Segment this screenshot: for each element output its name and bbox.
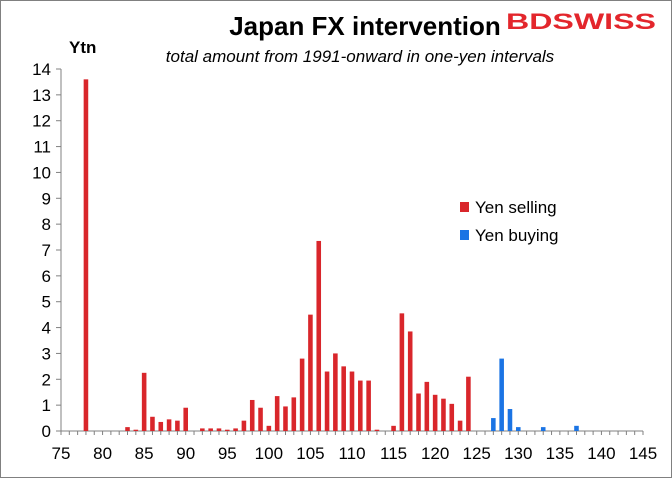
y-tick-label: 11 <box>33 138 51 157</box>
x-tick-label: 140 <box>587 444 615 463</box>
bar-yen-selling <box>416 393 421 431</box>
bar-yen-selling <box>150 416 155 431</box>
bar-yen-selling <box>391 425 396 431</box>
bar-yen-selling <box>366 380 371 431</box>
x-tick-label: 130 <box>504 444 532 463</box>
bar-yen-selling <box>200 428 205 431</box>
bar-yen-selling <box>175 420 180 431</box>
bar-yen-selling <box>208 428 213 431</box>
bar-yen-selling <box>466 376 471 431</box>
x-tick-label: 105 <box>296 444 324 463</box>
bar-yen-selling <box>283 406 288 431</box>
x-tick-label: 90 <box>176 444 195 463</box>
legend-label-yen-buying: Yen buying <box>475 226 559 245</box>
bar-yen-buying <box>499 358 504 431</box>
y-tick-label: 3 <box>42 344 51 363</box>
y-tick-label: 9 <box>42 189 51 208</box>
bar-yen-selling <box>241 420 247 431</box>
bar-yen-selling <box>374 429 380 431</box>
x-axis: 75 80 85 90 95 100 105 110 115 120 125 130 135 140 145 <box>52 430 657 463</box>
y-tick-label: 8 <box>42 215 51 234</box>
x-tick-label: 115 <box>380 444 407 463</box>
x-tick-label: 120 <box>421 444 449 463</box>
x-tick-label: 75 <box>52 444 71 463</box>
bar-yen-selling <box>224 429 230 431</box>
y-tick-label: 12 <box>32 112 51 131</box>
bar-yen-selling <box>341 366 346 431</box>
logo-text: BDSWISS <box>506 9 656 34</box>
y-axis-label: Ytn <box>69 38 96 57</box>
brand-logo: BDSWISS <box>506 9 656 34</box>
bar-yen-selling <box>441 398 446 431</box>
bar-yen-selling <box>183 407 189 431</box>
chart-title: Japan FX intervention <box>229 11 501 41</box>
y-tick-label: 10 <box>32 163 51 182</box>
y-tick-label: 13 <box>32 86 51 105</box>
x-tick-label: 95 <box>218 444 237 463</box>
bar-yen-selling <box>249 399 255 431</box>
x-tick-label: 110 <box>338 444 365 463</box>
x-tick-label: 135 <box>546 444 574 463</box>
chart-subtitle: total amount from 1991-onward in one-yen… <box>166 47 555 66</box>
bar-yen-selling <box>308 314 313 431</box>
legend-swatch-yen-selling <box>460 202 469 212</box>
bar-yen-selling <box>158 421 164 431</box>
bar-yen-selling <box>399 313 405 431</box>
bar-yen-selling <box>316 240 322 431</box>
bar-yen-selling <box>125 427 130 431</box>
y-tick-label: 4 <box>42 319 51 338</box>
bar-yen-selling <box>424 381 430 431</box>
bar-yen-buying <box>507 409 513 431</box>
bar-yen-selling <box>233 428 238 431</box>
bar-yen-selling <box>457 420 463 431</box>
legend-label-yen-selling: Yen selling <box>475 198 557 217</box>
bar-yen-buying <box>491 418 496 431</box>
y-tick-label: 7 <box>42 241 51 260</box>
bar-yen-selling <box>141 372 147 431</box>
y-tick-label: 2 <box>42 370 51 389</box>
legend: Yen selling Yen buying <box>460 198 559 245</box>
bar-yen-selling <box>166 419 172 431</box>
x-tick-label: 100 <box>255 444 283 463</box>
bar-yen-selling <box>333 353 338 431</box>
bar-yen-selling <box>349 371 355 431</box>
y-tick-label: 6 <box>42 267 51 286</box>
bar-yen-selling <box>83 79 89 431</box>
legend-swatch-yen-buying <box>460 230 469 240</box>
bar-yen-selling <box>258 407 263 431</box>
bar-yen-buying <box>540 427 546 431</box>
bar-yen-buying <box>574 425 579 431</box>
x-tick-label: 80 <box>93 444 112 463</box>
bar-yen-selling <box>407 331 413 431</box>
bar-yen-selling <box>358 380 363 431</box>
bar-yen-selling <box>324 371 330 431</box>
bar-yen-selling <box>432 394 438 431</box>
bar-yen-selling <box>291 397 297 431</box>
bars <box>83 79 579 431</box>
bar-yen-buying <box>515 427 521 431</box>
x-tick-label: 125 <box>463 444 491 463</box>
x-tick-label: 145 <box>629 444 657 463</box>
bar-yen-selling <box>133 429 139 431</box>
bar-yen-selling <box>299 358 305 431</box>
x-tick-label: 85 <box>135 444 154 463</box>
bar-yen-selling <box>216 428 222 431</box>
y-tick-label: 14 <box>32 60 51 79</box>
bar-yen-selling <box>449 403 455 431</box>
bar-yen-selling <box>274 396 280 431</box>
y-tick-label: 0 <box>42 422 51 441</box>
y-tick-label: 5 <box>42 293 51 312</box>
bar-yen-selling <box>266 425 272 431</box>
y-tick-label: 1 <box>42 396 51 415</box>
